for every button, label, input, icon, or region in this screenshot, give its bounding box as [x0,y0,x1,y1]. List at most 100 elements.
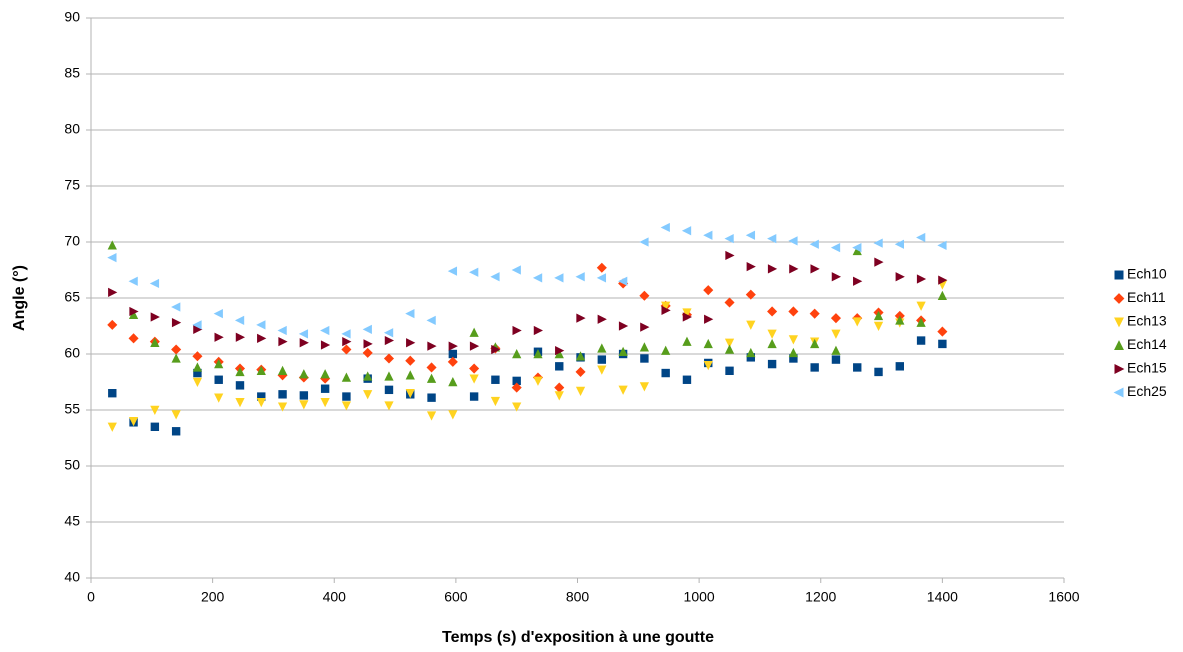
point [831,355,841,364]
point [639,290,650,301]
point [447,356,458,367]
point [575,386,586,396]
point [171,353,181,363]
point [299,391,309,400]
point [511,265,521,275]
point [192,362,203,372]
point [128,333,139,344]
point [129,306,139,317]
point [873,238,883,248]
legend-marker [1113,387,1124,398]
point [128,309,139,319]
point [406,338,416,348]
point [767,234,777,244]
point [618,346,628,356]
point [448,341,458,351]
point [937,326,948,337]
point [767,359,777,369]
x-tick-label: 800 [566,589,590,605]
point [448,410,458,420]
point [277,325,287,336]
point [831,272,841,282]
point [469,267,479,277]
point [597,314,607,324]
point [640,322,650,332]
point [745,230,756,240]
point [235,366,245,377]
point [363,371,373,381]
point [469,392,479,401]
point [554,273,564,283]
y-tick-label: 40 [64,569,80,585]
point [320,325,330,336]
point [277,402,288,412]
point [704,314,714,324]
point [533,348,543,359]
point [724,338,735,348]
point [341,344,352,355]
point [533,376,543,386]
point [809,239,819,249]
point [469,327,479,337]
point [363,339,373,349]
point [256,365,266,375]
point [639,342,650,352]
legend-label: Ech25 [1127,383,1167,399]
point [150,312,160,322]
point [214,375,223,384]
point [171,427,181,436]
point [384,335,395,346]
point [555,362,564,371]
point [299,400,309,410]
point [128,417,139,427]
point [491,375,500,384]
point [703,361,713,371]
point [256,397,266,408]
point [235,332,246,342]
point [809,308,820,319]
point [937,290,947,300]
point [383,328,394,338]
point [767,329,777,339]
point [640,354,649,363]
point [767,338,777,349]
point [810,363,819,372]
point [448,349,458,359]
point [234,315,245,326]
point [235,381,245,390]
point [852,242,862,253]
point [576,313,586,323]
x-tick-label: 200 [201,589,225,605]
point [150,337,160,347]
legend-marker [1114,364,1125,374]
point [362,347,373,358]
point [532,273,543,283]
point [596,273,607,283]
point [320,373,331,384]
point [916,317,926,327]
point [257,333,267,343]
point [299,338,309,348]
point [108,287,118,298]
point [894,239,905,249]
point [682,312,693,322]
point [746,347,756,358]
point [214,393,224,403]
point [852,245,862,256]
point [788,347,799,358]
point [277,365,288,375]
point [895,362,905,371]
point [831,345,841,355]
point [554,391,564,401]
point [214,332,224,342]
point [192,377,203,388]
point [384,401,394,411]
point [363,390,373,400]
point [384,371,394,381]
point [916,301,926,311]
point [171,318,182,328]
point [788,236,798,246]
point [426,411,437,421]
point [511,382,522,393]
